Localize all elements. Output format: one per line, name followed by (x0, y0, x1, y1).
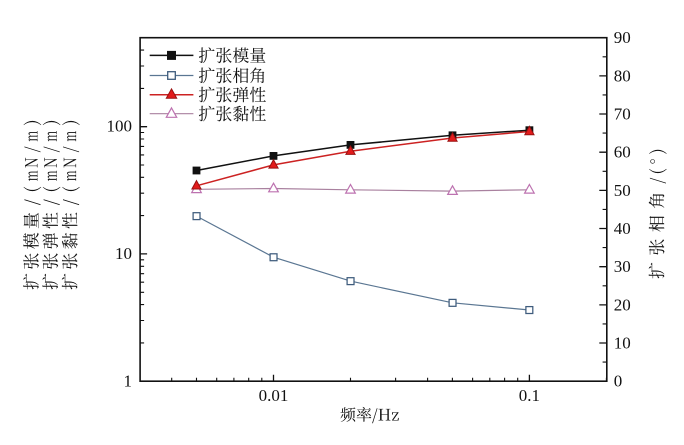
svg-text:0: 0 (614, 372, 623, 391)
svg-text:80: 80 (614, 66, 631, 85)
svg-text:50: 50 (614, 181, 631, 200)
svg-text:10: 10 (115, 244, 132, 263)
svg-text:0.01: 0.01 (259, 386, 289, 405)
svg-text:70: 70 (614, 104, 631, 123)
svg-text:100: 100 (107, 117, 133, 136)
svg-text:10: 10 (614, 333, 631, 352)
svg-text:90: 90 (614, 28, 631, 47)
svg-text:20: 20 (614, 295, 631, 314)
svg-text:60: 60 (614, 143, 631, 162)
svg-text:0.1: 0.1 (519, 386, 540, 405)
svg-text:40: 40 (614, 219, 631, 238)
svg-text:30: 30 (614, 257, 631, 276)
svg-text:1: 1 (124, 371, 133, 390)
